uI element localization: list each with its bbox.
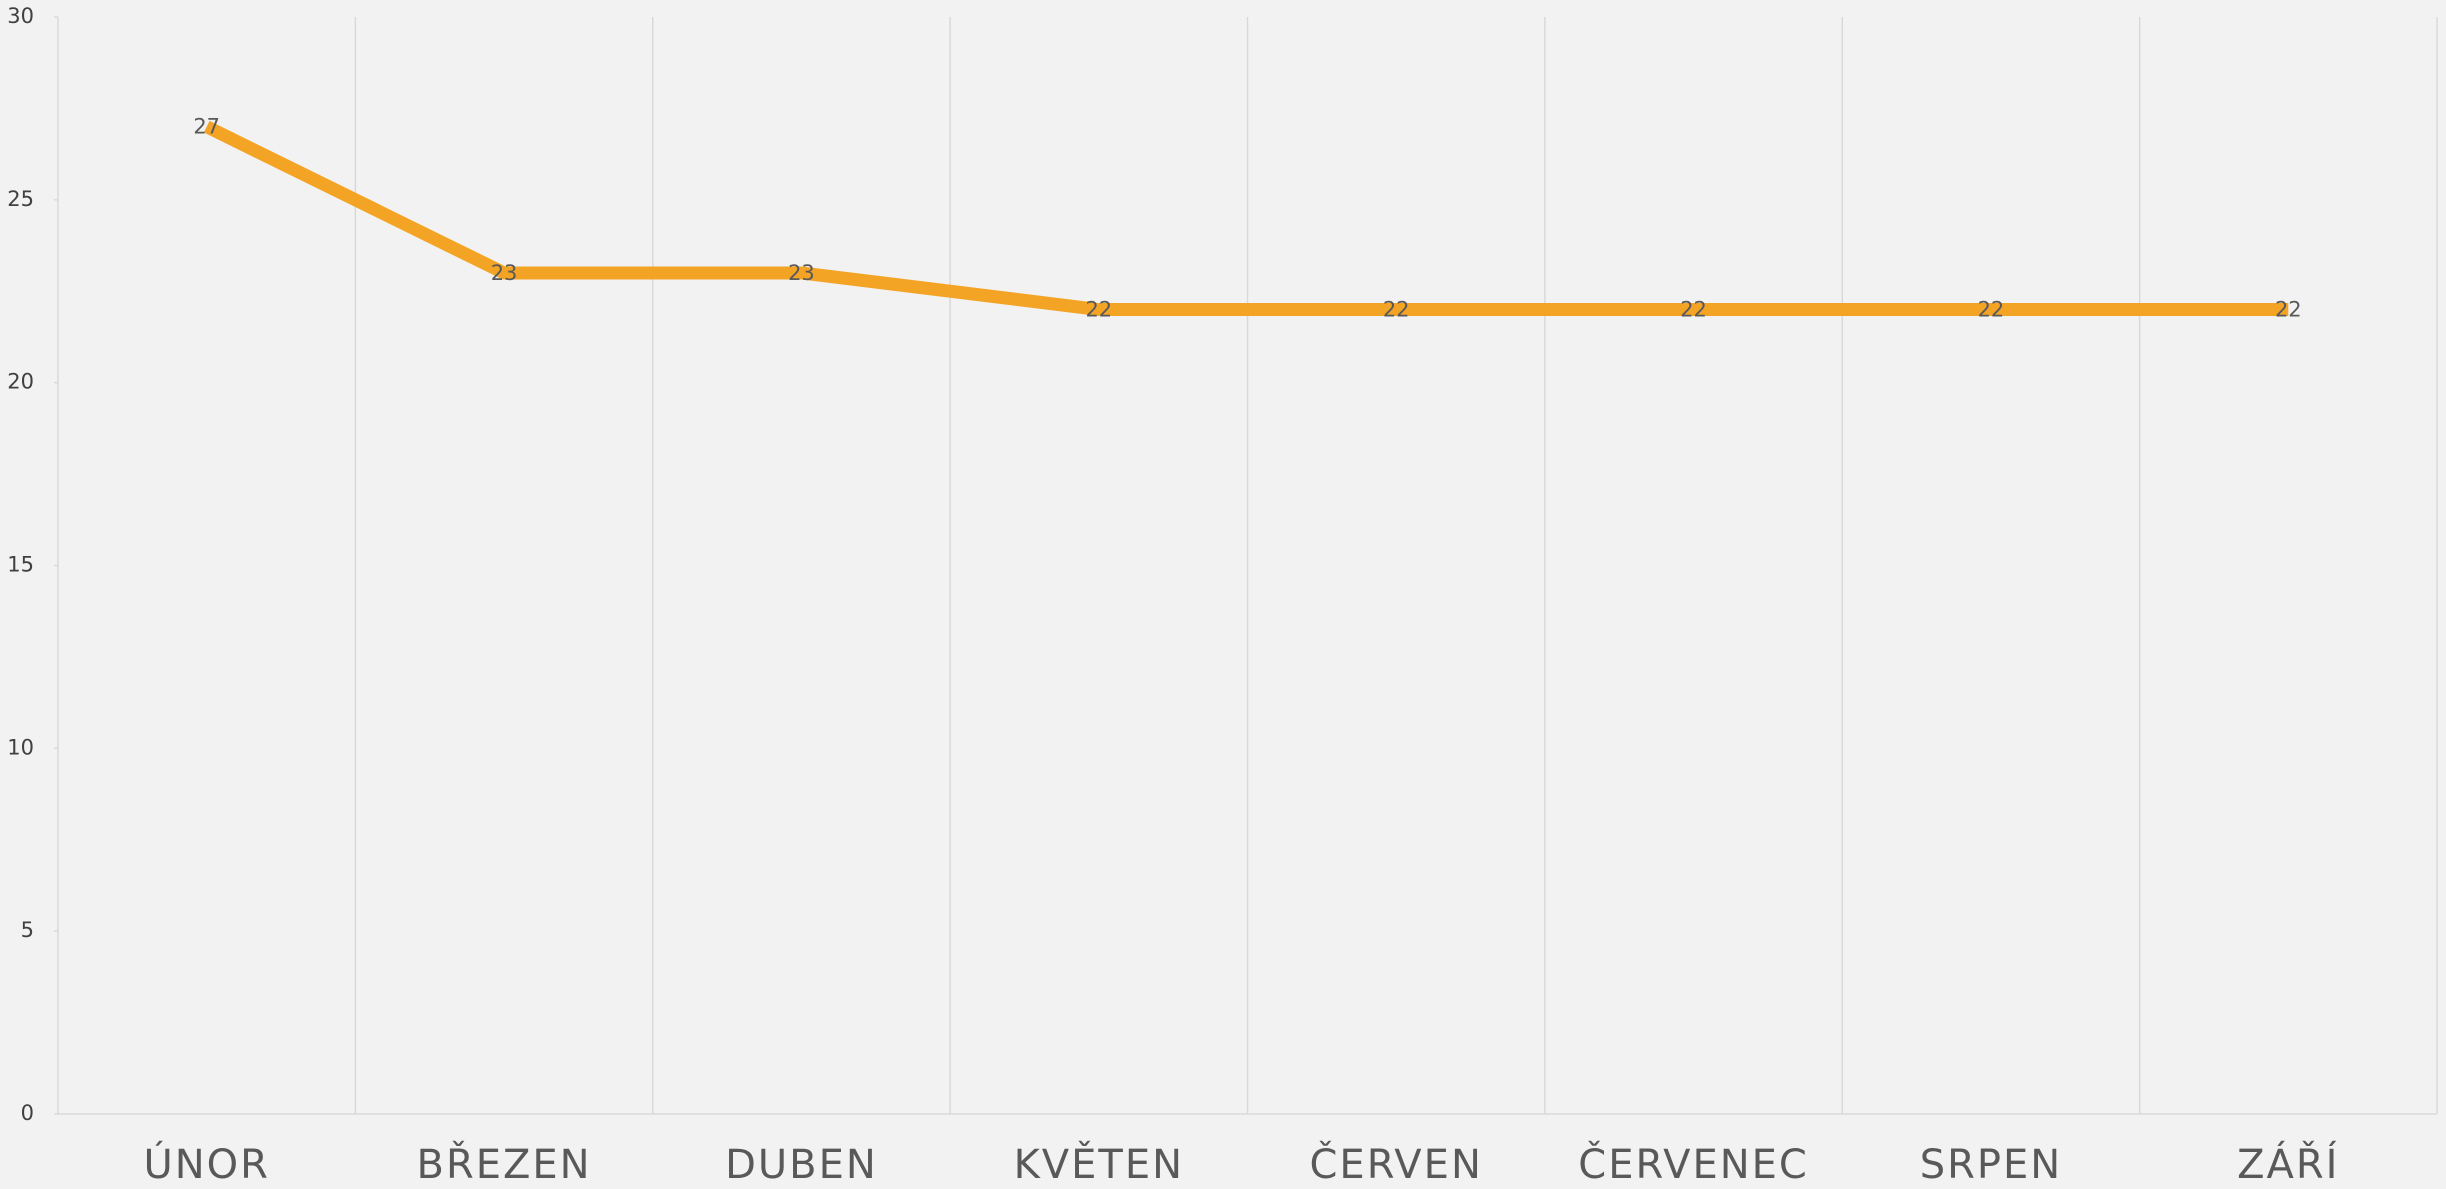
data-label: 22 — [1085, 298, 1112, 322]
x-tick-label: ZÁŘÍ — [2237, 1140, 2339, 1188]
y-tick-label: 5 — [21, 918, 34, 942]
x-tick-label: ČERVEN — [1310, 1140, 1483, 1188]
data-label: 22 — [1383, 298, 1410, 322]
x-tick-label: KVĚTEN — [1014, 1140, 1185, 1188]
y-tick-label: 0 — [21, 1101, 34, 1125]
x-tick-label: ÚNOR — [143, 1140, 269, 1188]
x-tick-label: ČERVENEC — [1578, 1140, 1809, 1188]
data-label: 22 — [2275, 298, 2302, 322]
y-tick-label: 30 — [7, 4, 34, 28]
data-label: 22 — [1680, 298, 1707, 322]
data-label: 27 — [193, 115, 220, 139]
y-tick-label: 10 — [7, 735, 34, 759]
y-tick-label: 20 — [7, 370, 34, 394]
x-tick-label: SRPEN — [1920, 1142, 2063, 1188]
line — [203, 120, 2289, 317]
x-tick-label: DUBEN — [725, 1142, 878, 1188]
data-label: 23 — [788, 261, 815, 285]
y-tick-label: 25 — [7, 187, 34, 211]
y-tick-label: 15 — [7, 553, 34, 577]
data-label: 23 — [491, 261, 518, 285]
data-label: 22 — [1978, 298, 2005, 322]
x-tick-label: BŘEZEN — [417, 1140, 592, 1188]
